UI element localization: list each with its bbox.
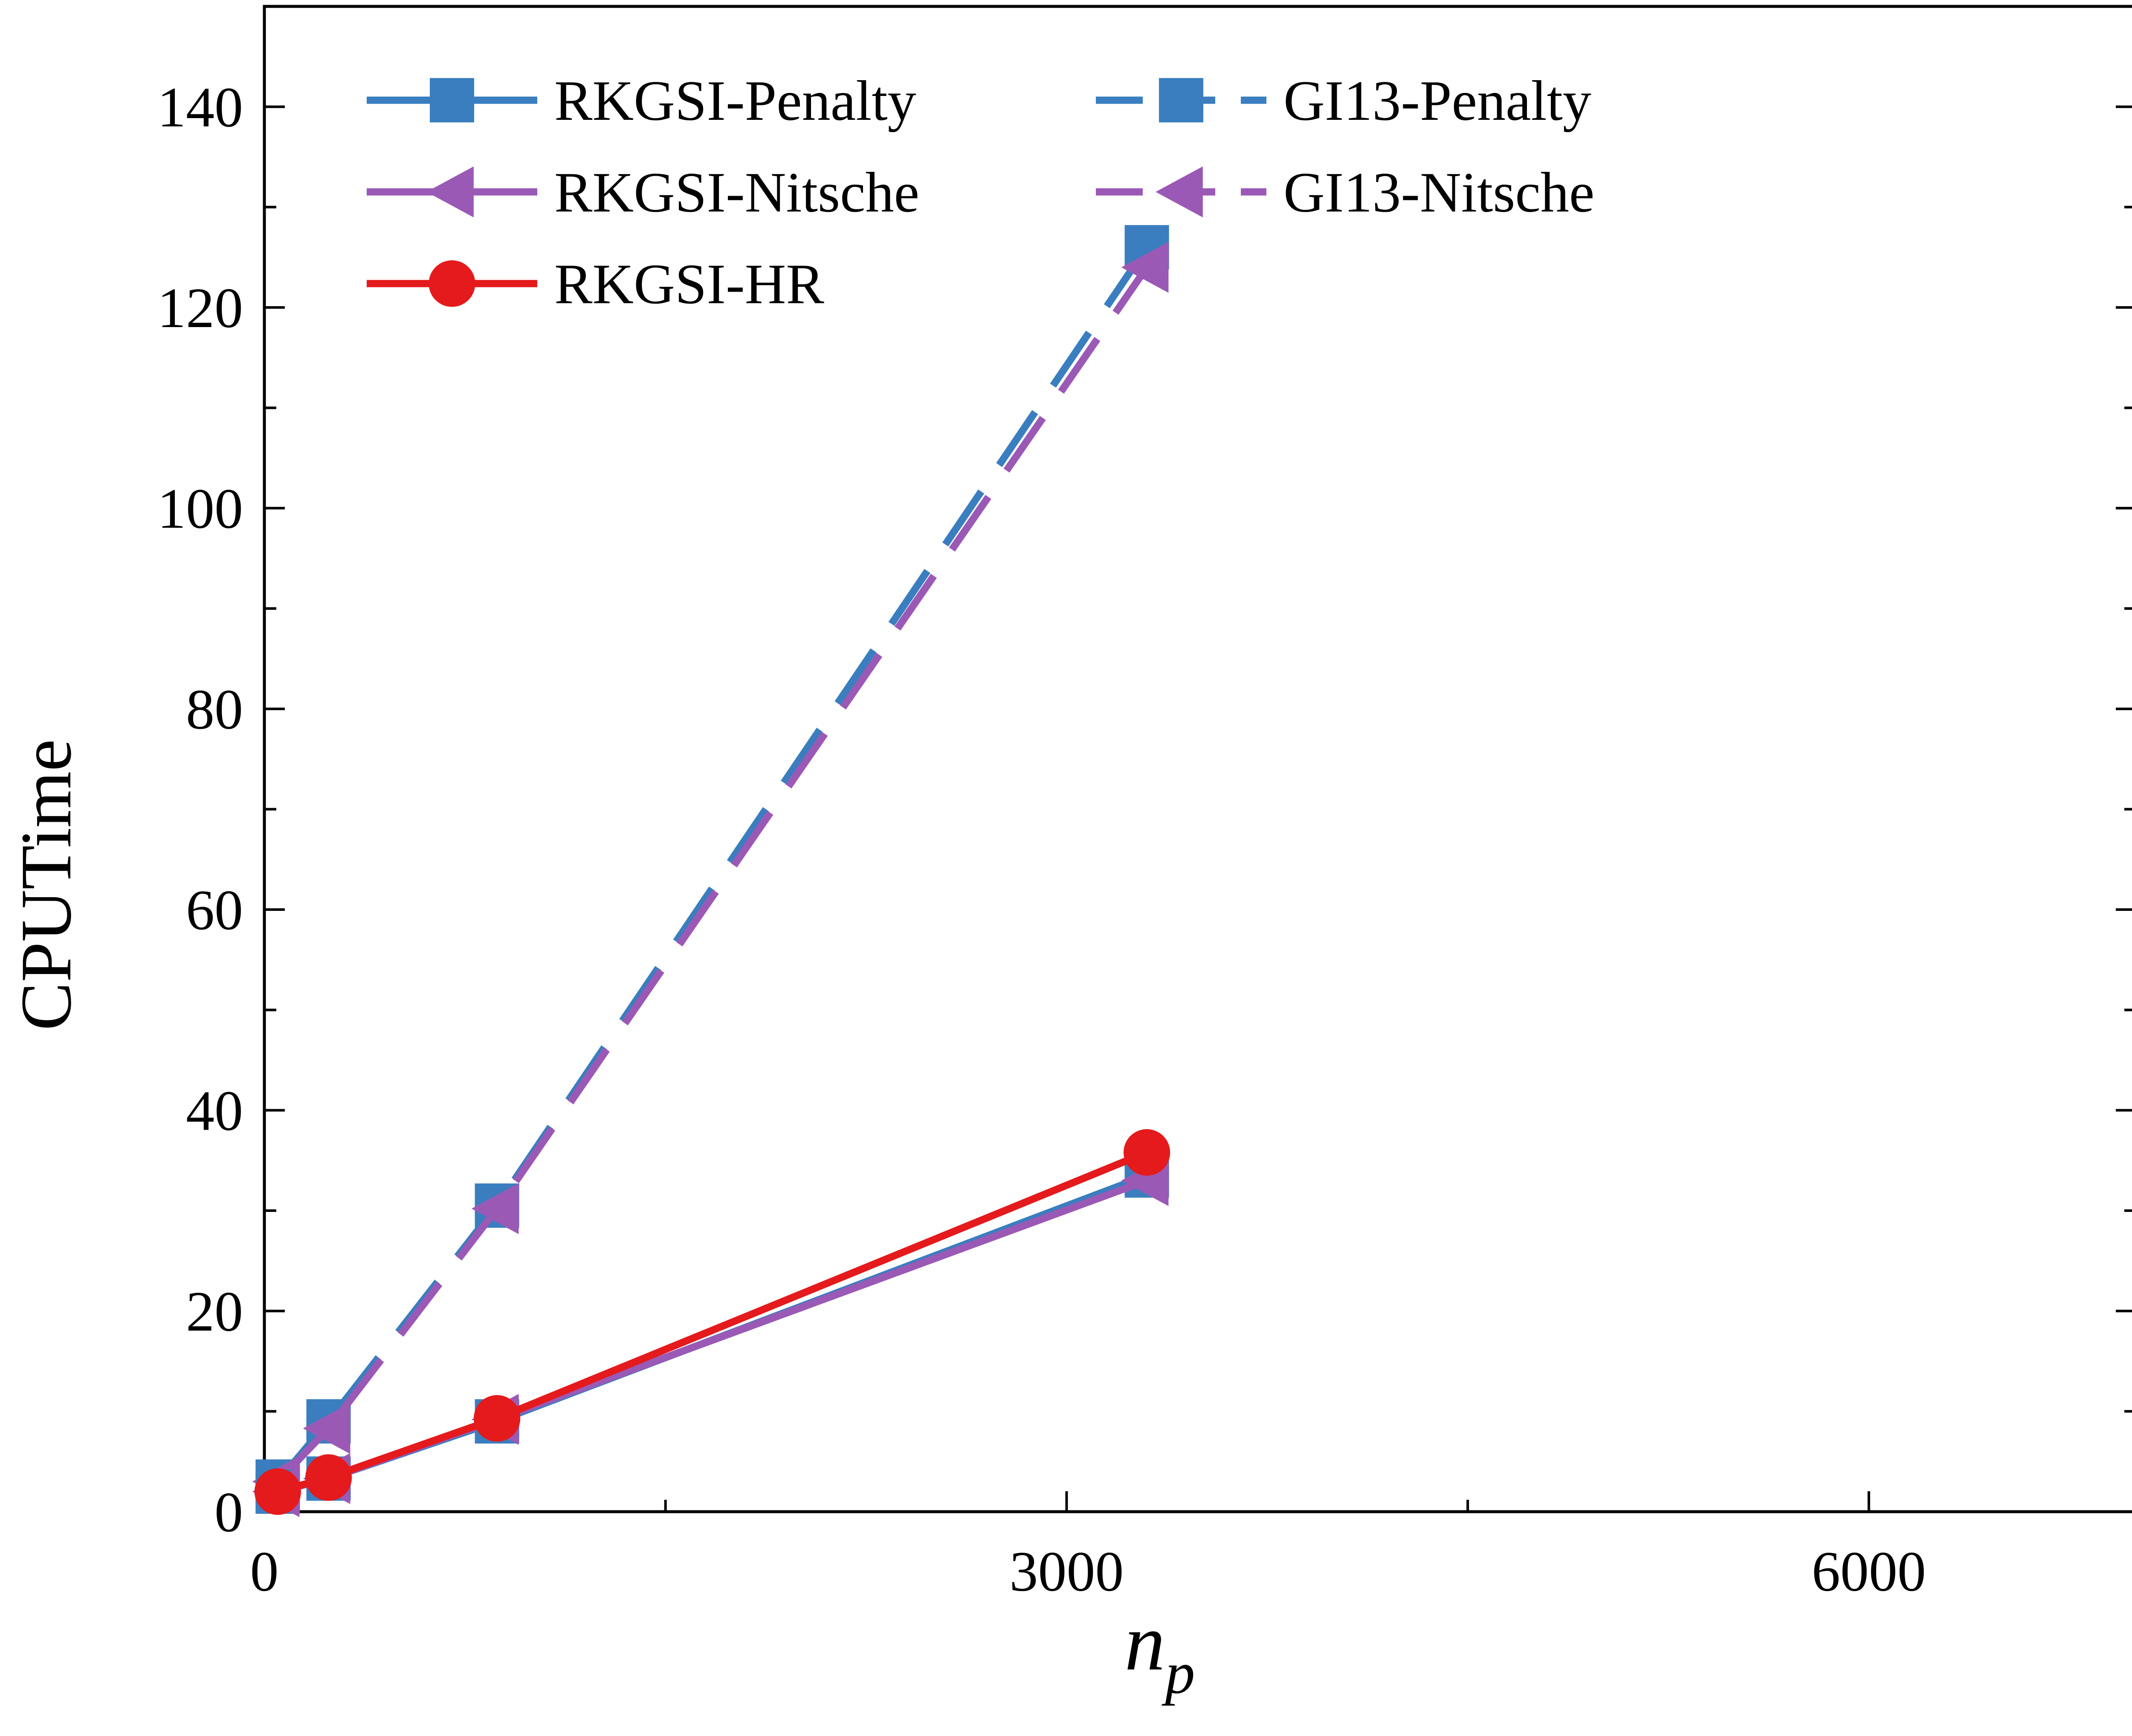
y-tick-label: 60: [186, 878, 243, 942]
x-tick-label: 6000: [1812, 1540, 1926, 1603]
y-tick-label: 80: [186, 678, 243, 741]
x-tick-label: 3000: [1009, 1540, 1124, 1603]
data-point: [254, 1468, 301, 1515]
legend-entry-rkgsi-nitsche: RKGSI-Nitsche: [367, 161, 919, 224]
series-layer: [252, 225, 1170, 1517]
series-line: [277, 1149, 1148, 1495]
data-point: [471, 1183, 519, 1235]
y-tick-label: 140: [157, 75, 243, 139]
data-point: [474, 1395, 521, 1442]
y-tick-label: 20: [186, 1280, 243, 1343]
legend-entry-gi13-penalty: GI13-Penalty: [1096, 69, 1591, 132]
legend: RKGSI-Penalty RKGSI-Nitsche RKGSI-HR GI13-P…: [367, 69, 1594, 316]
data-point: [303, 1403, 351, 1454]
legend-label: RKGSI-Penalty: [554, 69, 916, 132]
x-tick-label: 0: [250, 1540, 279, 1603]
legend-label: RKGSI-Nitsche: [554, 161, 919, 224]
legend-marker: [430, 78, 474, 122]
y-tick-label: 120: [157, 276, 243, 339]
y-tick-label: 40: [186, 1079, 243, 1142]
x-axis-title-main: n: [1125, 1598, 1165, 1687]
data-point: [305, 1454, 352, 1501]
plot-frame: [263, 5, 2132, 1513]
series-rkgsi-hr: [254, 1129, 1170, 1515]
data-point: [1121, 242, 1169, 293]
legend-marker: [1156, 166, 1203, 217]
legend-label: RKGSI-HR: [554, 252, 824, 316]
series-line: [275, 265, 1150, 1484]
legend-marker: [426, 166, 474, 217]
y-tick-label: 100: [157, 477, 243, 540]
y-tick-label: 0: [214, 1481, 243, 1544]
x-axis-title: np: [1125, 1598, 1195, 1706]
axes: 0 3000 6000 0 20 40 60 80 100 120 140: [157, 5, 2132, 1603]
x-axis-title-subscript: p: [1162, 1640, 1195, 1706]
legend-label: GI13-Penalty: [1283, 69, 1591, 132]
data-point: [1123, 1129, 1170, 1176]
legend-entry-rkgsi-hr: RKGSI-HR: [367, 252, 824, 316]
legend-entry-rkgsi-penalty: RKGSI-Penalty: [367, 69, 916, 132]
legend-entry-gi13-nitsche: GI13-Nitsche: [1096, 161, 1594, 224]
legend-label: GI13-Nitsche: [1283, 161, 1594, 224]
y-axis-title: CPUTime: [6, 739, 86, 1031]
legend-marker: [1159, 78, 1203, 122]
legend-marker: [429, 260, 475, 307]
